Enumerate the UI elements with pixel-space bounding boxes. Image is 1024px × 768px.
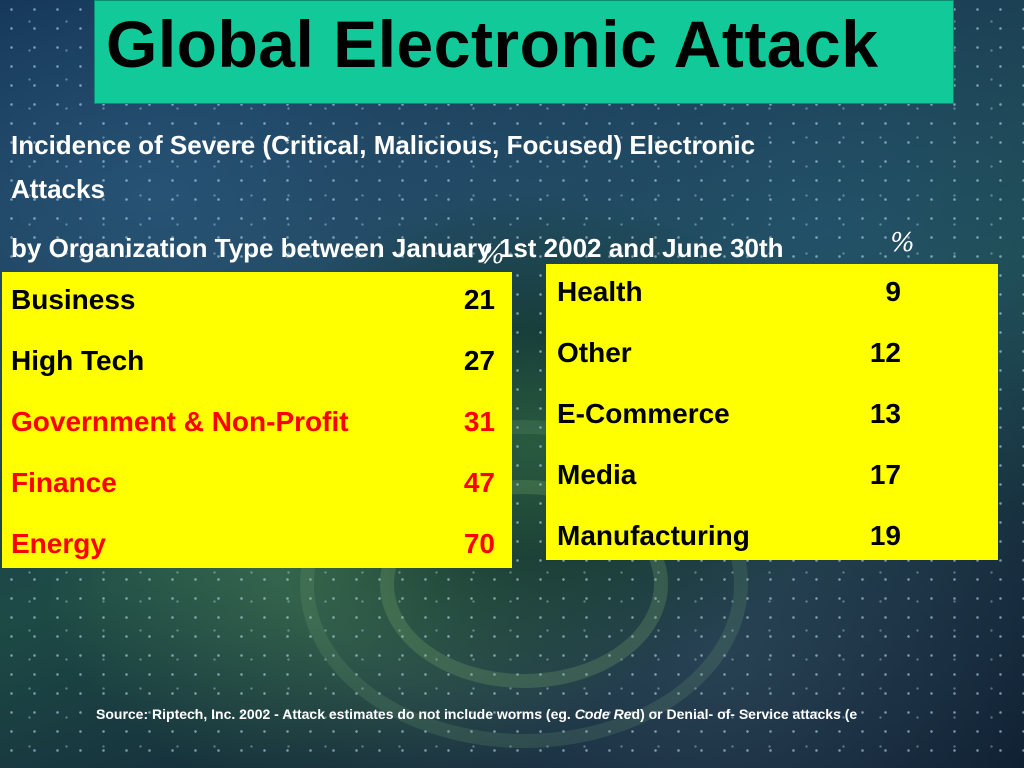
category-value: 21 [463,284,495,315]
subtitle-line-1: Incidence of Severe (Critical, Malicious… [11,130,756,160]
category-value: 70 [463,528,495,559]
category-value: 27 [463,345,495,376]
slide-title: Global Electronic Attack [106,7,879,81]
category-label: Finance [11,467,117,498]
subtitle-line-3: by Organization Type between January 1st… [11,233,784,263]
left-panel: Business 21 High Tech 27 Government & Non-Pr… [2,272,512,568]
category-label: Other [557,337,632,368]
category-label: Media [557,459,637,490]
source-note: Source: Riptech, Inc. 2002 - Attack esti… [96,706,857,722]
left-panel-row: Government & Non-Profit 31 [11,406,495,442]
left-panel-row: Energy 70 [11,528,495,564]
left-panel-row: High Tech 27 [11,345,495,381]
right-panel-row: Manufacturing 19 [557,520,901,556]
category-label: Government & Non-Profit [11,406,349,437]
right-panel-row: Health 9 [557,276,901,312]
right-panel-row: E-Commerce 13 [557,398,901,434]
category-label: Energy [11,528,106,559]
category-label: Manufacturing [557,520,750,551]
category-value: 17 [869,459,901,490]
title-box [94,0,954,104]
percent-symbol-left: % [480,240,505,270]
category-value: 9 [885,276,901,307]
right-panel-row: Media 17 [557,459,901,495]
category-value: 31 [463,406,495,437]
left-panel-row: Finance 47 [11,467,495,503]
source-italic: Code Re [574,706,632,722]
category-value: 13 [869,398,901,429]
category-value: 47 [463,467,495,498]
category-label: Business [11,284,136,315]
category-value: 12 [869,337,901,368]
category-label: Health [557,276,643,307]
category-label: High Tech [11,345,145,376]
source-prefix: Source: Riptech, Inc. 2002 - Attack esti… [96,706,575,722]
left-panel-row: Business 21 [11,284,495,320]
source-suffix: d) or Denial- of- Service attacks (e [631,706,858,722]
category-value: 19 [869,520,901,551]
right-panel-row: Other 12 [557,337,901,373]
subtitle-line-2: Attacks [11,174,105,204]
percent-symbol-right: % [890,228,915,258]
category-label: E-Commerce [557,398,730,429]
right-panel: Health 9 Other 12 E-Commerce 13 Media 17 Manufac… [546,264,998,560]
